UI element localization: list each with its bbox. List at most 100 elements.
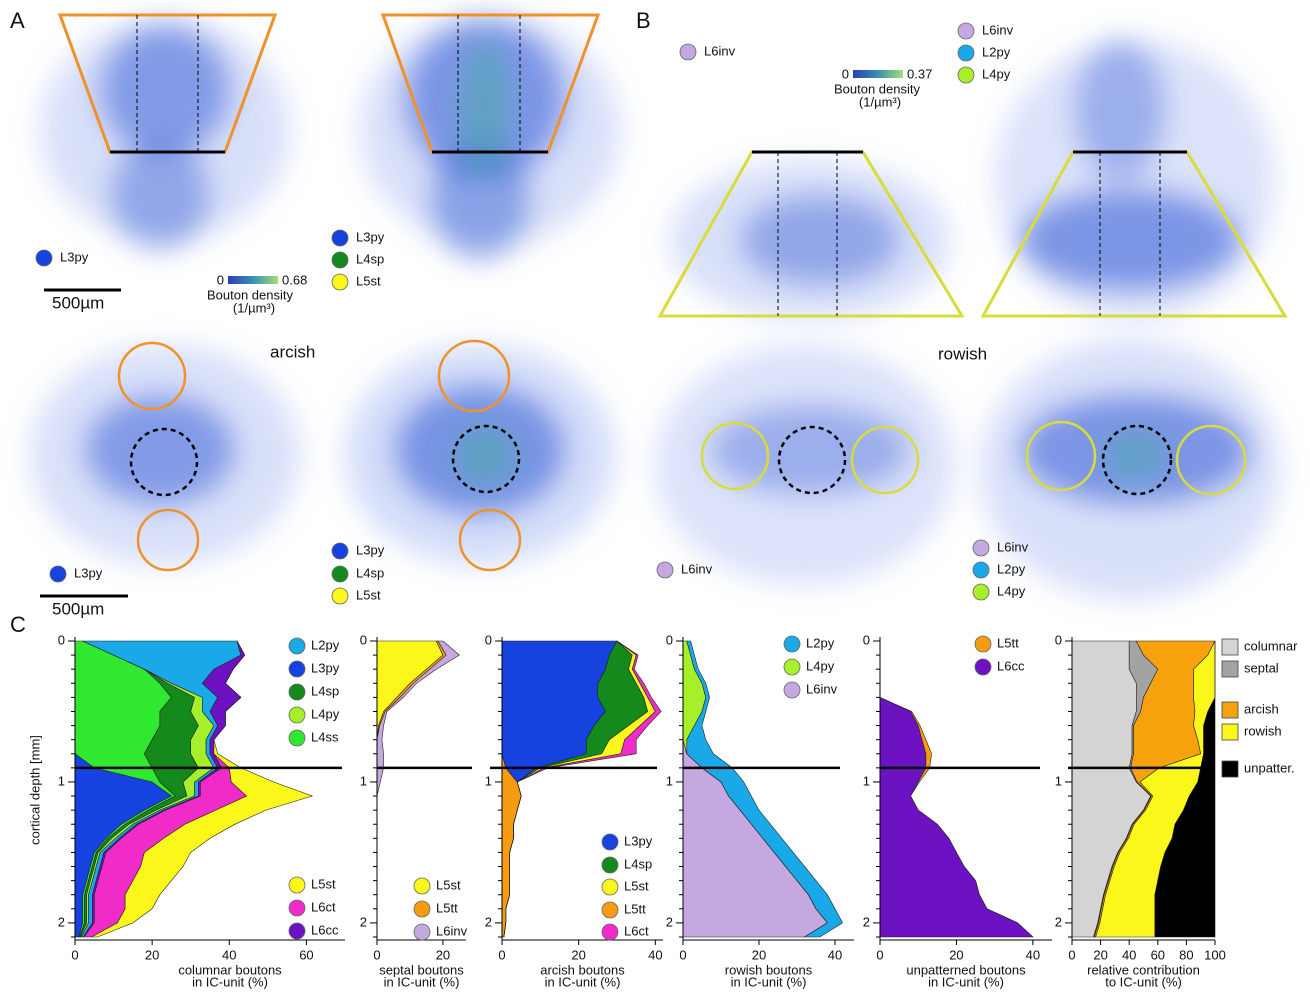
heatmap	[995, 40, 1275, 320]
legend-label: L2py	[311, 637, 340, 652]
heatmap	[345, 345, 615, 565]
center-circle	[1101, 424, 1173, 496]
heatmap	[655, 345, 955, 585]
x-axis-label: rowish boutons	[725, 962, 813, 977]
x-tick-label: 0	[71, 947, 78, 962]
y-tick-label: 1	[666, 773, 673, 788]
legend-label: L2py	[982, 44, 1011, 59]
x-tick-label: 0	[679, 947, 686, 962]
legend-label: L6inv	[704, 43, 736, 58]
arc-circle	[117, 341, 187, 411]
x-tick-label: 20	[436, 947, 450, 962]
x-tick-label: 20	[752, 947, 766, 962]
x-tick-label: 20	[571, 947, 585, 962]
x-tick-label: 0	[876, 947, 883, 962]
legend-label: L4sp	[356, 251, 384, 266]
legend-label: L2py	[997, 561, 1026, 576]
center-circle	[777, 425, 847, 495]
legend-marker	[1221, 638, 1239, 656]
colorbar	[853, 70, 903, 78]
legend-marker	[1221, 701, 1239, 719]
legend-marker	[957, 22, 975, 40]
legend-label: L5st	[356, 587, 381, 602]
y-tick-label: 1	[58, 773, 65, 788]
legend-marker	[288, 683, 306, 701]
colorbar-unit: (1/µm³)	[233, 300, 275, 315]
legend-marker	[974, 635, 992, 653]
x-axis-label: in IC-unit (%)	[192, 974, 268, 989]
center-circle	[129, 427, 199, 497]
area	[686, 640, 843, 938]
y-tick-label: 0	[666, 632, 673, 647]
x-tick-label: 60	[1151, 947, 1165, 962]
colorbar-title: Bouton density	[207, 287, 294, 302]
legend-marker	[1221, 660, 1239, 678]
pattern-title: rowish	[938, 344, 987, 363]
legend-label: L5st	[436, 877, 461, 892]
legend-label: L6ct	[311, 899, 336, 914]
legend-marker	[288, 922, 306, 940]
x-tick-label: 40	[1026, 947, 1040, 962]
legend-label: L5tt	[624, 901, 646, 916]
legend-marker	[957, 66, 975, 84]
legend-label: L5st	[356, 273, 381, 288]
center-circle	[451, 424, 521, 494]
x-tick-label: 0	[1068, 947, 1075, 962]
x-tick-label: 20	[145, 947, 159, 962]
x-tick-label: 20	[1093, 947, 1107, 962]
legend-label: L6inv	[681, 561, 713, 576]
x-axis-label: columnar boutons	[178, 962, 282, 977]
x-tick-label: 40	[1122, 947, 1136, 962]
legend-label: L3py	[311, 660, 340, 675]
x-tick-label: 40	[222, 947, 236, 962]
legend-label: L4sp	[624, 856, 652, 871]
area	[503, 640, 662, 938]
arc-circle	[458, 508, 522, 572]
scale-label: 500µm	[52, 599, 104, 618]
heatmap	[670, 160, 950, 320]
y-tick-label: 1	[863, 773, 870, 788]
pattern-title: arcish	[270, 342, 315, 361]
row-circle	[1025, 420, 1097, 492]
colorbar	[228, 276, 278, 284]
y-tick-label: 1	[1055, 773, 1062, 788]
legend-label: L6ct	[624, 923, 649, 938]
y-tick-label: 2	[1055, 914, 1062, 929]
legend-marker	[601, 856, 619, 874]
colorbar-max: 0.37	[907, 66, 932, 81]
x-axis-label: in IC-unit (%)	[928, 974, 1004, 989]
y-tick-label: 0	[58, 632, 65, 647]
legend-marker	[413, 877, 431, 895]
legend-label: L5tt	[436, 900, 458, 915]
colorbar-min: 0	[842, 66, 849, 81]
legend-label: L4sp	[311, 683, 339, 698]
legend-marker	[972, 583, 990, 601]
area	[879, 641, 1034, 938]
legend-marker	[288, 660, 306, 678]
legend-marker	[331, 587, 349, 605]
y-tick-label: 2	[485, 914, 492, 929]
legend-label: L5st	[624, 878, 649, 893]
arc-circle	[437, 339, 511, 413]
x-tick-label: 80	[1179, 947, 1193, 962]
y-tick-label: 0	[485, 632, 492, 647]
y-tick-label: 2	[666, 914, 673, 929]
x-axis-label: in IC-unit (%)	[545, 974, 621, 989]
legend-marker	[413, 900, 431, 918]
y-tick-label: 2	[58, 914, 65, 929]
legend-marker	[49, 565, 67, 583]
x-tick-label: 0	[498, 947, 505, 962]
legend-label: rowish	[1244, 723, 1282, 738]
x-tick-label: 40	[648, 947, 662, 962]
legend-marker	[783, 658, 801, 676]
legend-marker	[974, 658, 992, 676]
x-axis-label: in IC-unit (%)	[384, 974, 460, 989]
legend-label: L3py	[356, 229, 385, 244]
legend-marker	[972, 561, 990, 579]
legend-marker	[288, 637, 306, 655]
x-axis-label: relative contribution	[1087, 962, 1200, 977]
legend-marker	[288, 876, 306, 894]
x-tick-label: 0	[373, 947, 380, 962]
legend-label: L5st	[311, 876, 336, 891]
legend-marker	[1221, 760, 1239, 778]
